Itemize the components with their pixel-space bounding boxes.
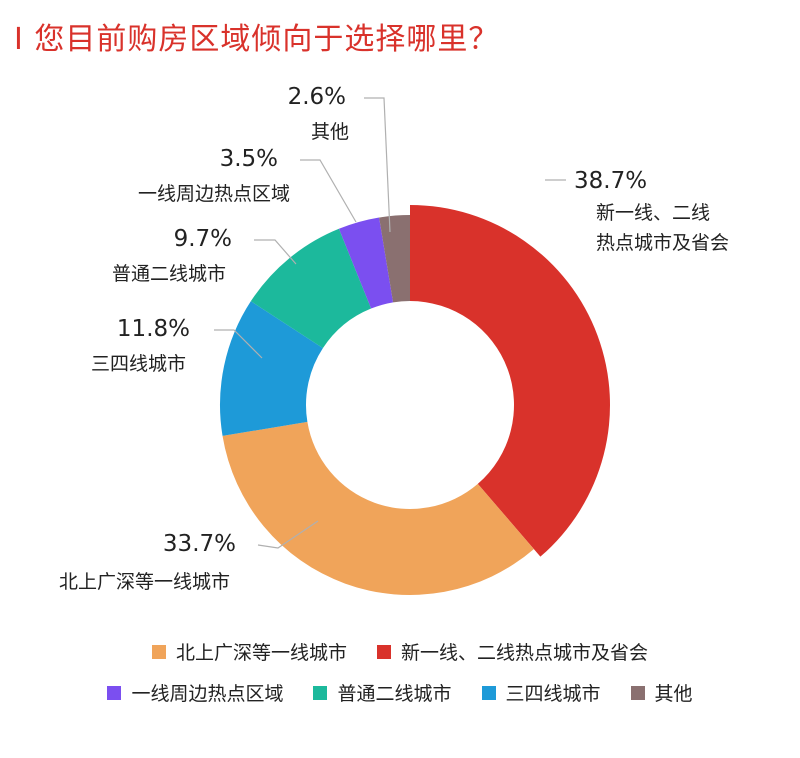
donut-slice-3 (250, 228, 372, 349)
data-label-category-0-1: 热点城市及省会 (596, 232, 729, 254)
donut-slice-1 (222, 421, 534, 596)
data-label-pct-1: 33.7% (163, 531, 236, 557)
chart-legend: 北上广深等一线城市 新一线、二线热点城市及省会一线周边热点区域 普通二线城市 三四线城… (0, 638, 800, 720)
leader-line-5 (364, 97, 391, 233)
legend-label: 其他 (654, 683, 693, 705)
donut-slice-0 (410, 205, 610, 557)
data-label-category-2-0: 三四线城市 (91, 353, 186, 375)
legend-item: 三四线城市 (481, 679, 601, 706)
legend-label: 一线周边热点区域 (131, 683, 284, 705)
legend-label: 普通二线城市 (337, 683, 452, 705)
leader-line-3 (254, 239, 297, 265)
legend-row-1: 一线周边热点区域 普通二线城市 三四线城市 其他 (0, 679, 800, 706)
leader-line-1 (257, 520, 319, 549)
leader-line-4 (300, 159, 357, 223)
data-label-pct-2: 11.8% (117, 316, 190, 342)
legend-item: 北上广深等一线城市 (151, 638, 347, 665)
legend-item: 一线周边热点区域 (107, 679, 283, 706)
legend-label: 新一线、二线热点城市及省会 (401, 642, 649, 664)
data-label-category-5-0: 其他 (311, 121, 349, 143)
legend-label: 北上广深等一线城市 (175, 642, 347, 664)
data-label-category-4-0: 一线周边热点区域 (138, 183, 290, 205)
legend-swatch (630, 685, 645, 700)
legend-item: 其他 (630, 679, 693, 706)
donut-chart: 38.7% 新一线、二线热点城市及省会 33.7% 北上广深等一线城市 11.8% 三四线… (59, 84, 729, 596)
legend-swatch (377, 644, 391, 659)
legend-row-0: 北上广深等一线城市 新一线、二线热点城市及省会 (0, 638, 800, 665)
data-label-pct-4: 3.5% (220, 146, 278, 172)
legend-item: 新一线、二线热点城市及省会 (377, 638, 648, 665)
legend-label: 三四线城市 (505, 683, 601, 705)
data-label-category-3-0: 普通二线城市 (112, 263, 226, 285)
legend-swatch (481, 685, 496, 700)
legend-swatch (313, 685, 328, 700)
legend-swatch (107, 685, 122, 700)
data-label-pct-3: 9.7% (174, 226, 232, 252)
data-label-pct-0: 38.7% (574, 168, 647, 194)
donut-slice-2 (220, 301, 323, 436)
data-label-category-1-0: 北上广深等一线城市 (59, 571, 230, 593)
leader-line-2 (214, 329, 263, 359)
donut-slice-5 (379, 215, 410, 303)
data-label-category-0-0: 新一线、二线 (596, 202, 710, 224)
chart-title: I 您目前购房区域倾向于选择哪里？ (14, 22, 500, 57)
legend-swatch (151, 644, 166, 659)
donut-slice-4 (338, 217, 394, 309)
data-label-pct-5: 2.6% (288, 84, 346, 110)
legend-item: 普通二线城市 (313, 679, 452, 706)
